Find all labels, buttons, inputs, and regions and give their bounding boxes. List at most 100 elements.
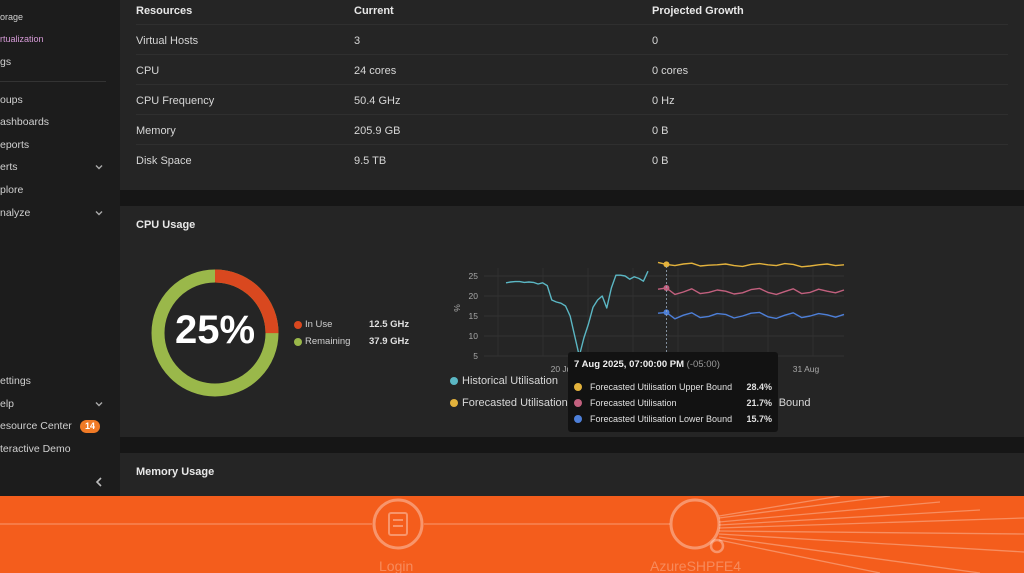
table-row: Disk Space 9.5 TB 0 B — [136, 155, 1008, 185]
chevron-down-icon[interactable] — [94, 162, 104, 172]
legend-dot-in-use — [294, 321, 302, 329]
row-divider — [136, 114, 1008, 115]
y-tick-label: 15 — [469, 311, 479, 321]
table-header-row: Resources Current Projected Growth — [136, 5, 1008, 35]
tooltip-value: 15.7% — [746, 414, 772, 424]
legend-label: r Bound — [772, 397, 811, 409]
topology-fan-edges — [718, 496, 1024, 573]
legend-dot-forecasted — [450, 399, 458, 408]
sidebar-item-resource-center[interactable]: esource Center — [0, 420, 72, 432]
sidebar-item-explore[interactable]: plore — [0, 184, 24, 196]
legend-value-in-use: 12.5 GHz — [369, 319, 410, 330]
table-cell: CPU Frequency — [136, 95, 215, 107]
series-line[interactable] — [505, 270, 649, 357]
table-cell: CPU — [136, 65, 160, 77]
table-cell: 0 B — [652, 155, 669, 167]
legend-label: Historical Utilisation — [462, 375, 558, 387]
topology-graph — [0, 496, 1024, 573]
series-line[interactable] — [657, 261, 845, 268]
node-label-login: Login — [379, 558, 414, 573]
table-cell: 9.5 TB — [354, 155, 387, 167]
cpu-donut-chart — [151, 269, 279, 397]
row-divider — [136, 144, 1008, 145]
series-line[interactable] — [657, 311, 845, 320]
y-axis-label: % — [452, 304, 462, 312]
hover-point[interactable] — [663, 309, 670, 316]
sidebar-item-reports[interactable]: eports — [0, 139, 30, 151]
tooltip-label: Forecasted Utilisation Lower Bound — [590, 414, 733, 424]
table-cell: 50.4 GHz — [354, 95, 401, 107]
table-cell: Virtual Hosts — [136, 35, 199, 47]
tooltip-value: 28.4% — [746, 382, 772, 392]
legend-dot-remaining — [294, 338, 302, 346]
table-cell: Disk Space — [136, 155, 192, 167]
sidebar-item-groups[interactable]: oups — [0, 94, 23, 106]
node-label-server: AzureSHPFE4 — [650, 558, 742, 573]
sidebar-item-help[interactable]: elp — [0, 398, 15, 410]
topology-banner: Login AzureSHPFE4 — [0, 496, 1024, 573]
sidebar-item-interactive-demo[interactable]: teractive Demo — [0, 443, 71, 455]
legend-item-forecasted[interactable]: Forecasted Utilisation — [450, 397, 568, 409]
chevron-left-icon[interactable] — [93, 476, 105, 488]
legend-item-historical[interactable]: Historical Utilisation — [450, 375, 558, 387]
tooltip-dot — [574, 383, 582, 391]
table-cell: 3 — [354, 35, 361, 47]
legend-dot-historical — [450, 377, 458, 386]
server-node-icon — [669, 498, 725, 554]
notification-badge: 14 — [80, 420, 100, 433]
tooltip-dot — [574, 399, 582, 407]
tooltip-date: 7 Aug 2025, 07:00:00 PM — [574, 359, 685, 370]
table-row: CPU Frequency 50.4 GHz 0 Hz — [136, 95, 1008, 125]
row-divider — [136, 54, 1008, 55]
chart-tooltip: 7 Aug 2025, 07:00:00 PM (-05:00) Forecas… — [568, 352, 778, 432]
column-header-current: Current — [354, 5, 394, 17]
tooltip-title: 7 Aug 2025, 07:00:00 PM (-05:00) — [574, 359, 720, 370]
row-divider — [136, 84, 1008, 85]
table-row: CPU 24 cores 0 cores — [136, 65, 1008, 95]
row-divider — [136, 24, 1008, 25]
tooltip-label: Forecasted Utilisation — [590, 398, 677, 408]
legend-item-bound[interactable]: r Bound — [772, 397, 811, 409]
sidebar-item-alerts[interactable]: erts — [0, 161, 18, 173]
y-tick-label: 5 — [473, 351, 478, 361]
sidebar-item-settings[interactable]: ettings — [0, 375, 31, 387]
series-line[interactable] — [657, 287, 845, 296]
sidebar-item-storage[interactable]: orage — [0, 12, 24, 22]
donut-in-use-arc — [151, 269, 279, 397]
hover-point[interactable] — [663, 261, 670, 268]
cpu-percent-label: 25% — [174, 308, 256, 352]
chevron-down-icon[interactable] — [94, 208, 104, 218]
chevron-down-icon[interactable] — [94, 399, 104, 409]
table-cell: 205.9 GB — [354, 125, 401, 137]
memory-usage-panel: Memory Usage — [120, 453, 1024, 496]
sidebar-divider — [0, 81, 106, 82]
tooltip-timezone: (-05:00) — [686, 359, 720, 370]
sidebar: orage rtualization gs oups ashboards epo… — [0, 0, 120, 496]
table-cell: 0 Hz — [652, 95, 675, 107]
legend-label-remaining: Remaining — [305, 336, 351, 347]
sidebar-item-virtualization[interactable]: rtualization — [0, 34, 44, 44]
cpu-usage-panel: CPU Usage 25% In Use 12.5 GHz Remaining … — [120, 206, 1024, 437]
tooltip-value: 21.7% — [746, 398, 772, 408]
legend-value-remaining: 37.9 GHz — [369, 336, 410, 347]
x-tick-label: 31 Aug — [793, 364, 820, 374]
table-cell: 0 B — [652, 125, 669, 137]
table-cell: 0 — [652, 35, 659, 47]
sidebar-item-dashboards[interactable]: ashboards — [0, 116, 50, 128]
panel-title: CPU Usage — [136, 219, 196, 231]
utilisation-line-chart[interactable]: 25 20 15 10 5% 20 Ju 31 Aug — [450, 260, 850, 380]
y-tick-label: 20 — [469, 291, 479, 301]
resources-panel: Resources Current Projected Growth Virtu… — [120, 0, 1024, 190]
main-content: Resources Current Projected Growth Virtu… — [120, 0, 1024, 496]
sidebar-item-logs[interactable]: gs — [0, 56, 12, 68]
x-tick-label: 20 Ju — [551, 364, 572, 374]
y-tick-label: 25 — [469, 271, 479, 281]
table-cell: Memory — [136, 125, 176, 137]
table-row: Virtual Hosts 3 0 — [136, 35, 1008, 65]
column-header-projected-growth: Projected Growth — [652, 5, 744, 17]
sidebar-item-analyze[interactable]: nalyze — [0, 207, 31, 219]
login-node-icon — [372, 498, 424, 550]
legend-label-in-use: In Use — [305, 319, 333, 330]
tooltip-dot — [574, 415, 582, 423]
table-row: Memory 205.9 GB 0 B — [136, 125, 1008, 155]
